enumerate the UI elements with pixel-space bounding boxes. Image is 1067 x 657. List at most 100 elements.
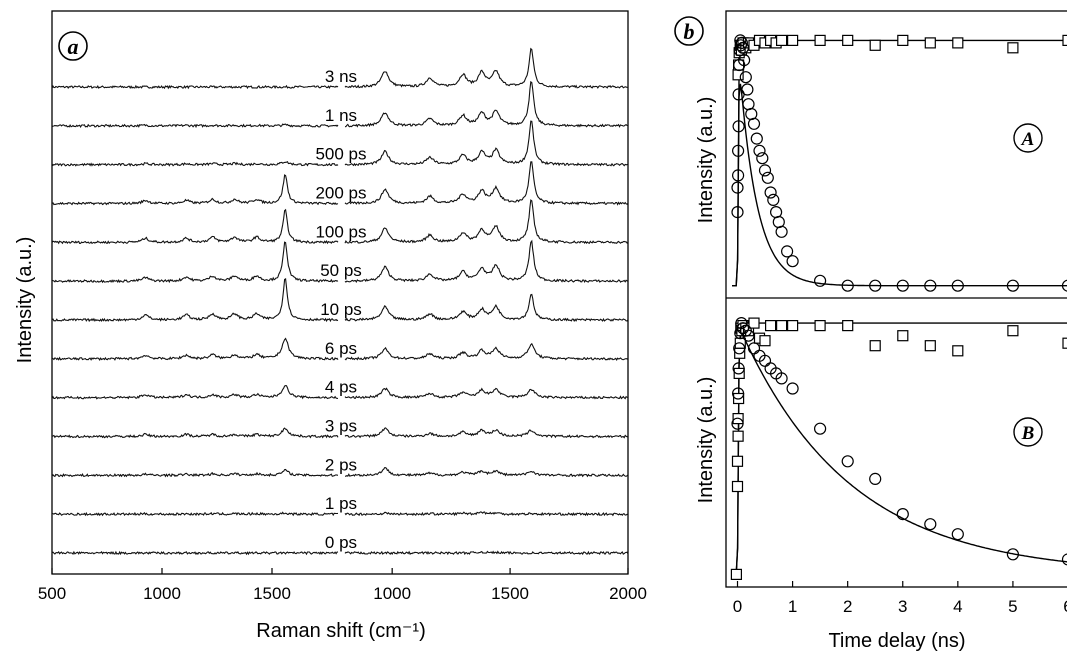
circle-point-A-11	[736, 41, 750, 54]
b-x-tick-label-0: 0	[733, 597, 742, 616]
panel-b-frame	[725, 10, 1067, 588]
panel-a-letter-badge: a	[58, 31, 88, 61]
circle-point-A-8	[734, 34, 747, 47]
series-label-5: 50 ps	[320, 261, 362, 280]
square-point-B-23	[897, 330, 909, 342]
panel-a-y-axis-label: Intensity (a.u.)	[14, 237, 36, 364]
series-label-10: 2 ps	[325, 455, 357, 474]
series-label-11: 1 ps	[325, 494, 357, 513]
spectrum-right-1	[344, 80, 629, 128]
circle-point-A-17	[747, 117, 761, 130]
spectrum-left-2	[51, 160, 339, 167]
b-x-tick-label-4: 4	[953, 597, 962, 616]
circle-point-B-9	[747, 342, 761, 355]
b-x-tick-label-5: 5	[1008, 597, 1017, 616]
spectrum-right-2	[344, 120, 628, 167]
spectrum-right-12	[344, 550, 629, 556]
circle-point-B-21	[951, 528, 964, 541]
circle-point-A-31	[841, 279, 854, 292]
circle-point-A-2	[731, 169, 745, 182]
square-point-A-14	[786, 34, 799, 47]
circle-point-B-0	[731, 417, 744, 430]
panel-b-subpanel-a-y-label: Intensity (a.u.)	[695, 97, 717, 224]
spectrum-right-6	[344, 293, 629, 322]
spectrum-right-0	[344, 47, 629, 89]
panel-b-x-axis-label: Time delay (ns)	[828, 630, 965, 652]
square-point-B-22	[869, 340, 881, 352]
spectrum-right-7	[344, 342, 629, 361]
subpanel-b-badge: B	[1013, 417, 1043, 447]
square-point-B-2	[731, 455, 744, 467]
spectrum-left-8	[51, 385, 339, 400]
square-point-B-18	[775, 320, 788, 332]
square-point-A-18	[897, 34, 909, 47]
square-point-B-0	[730, 568, 743, 581]
circle-point-A-24	[767, 193, 780, 206]
panel-a-x-axis-label: Raman shift (cm⁻¹)	[256, 620, 425, 642]
a-x-tick-label-left-1000: 1000	[143, 584, 181, 603]
a-x-tick-label-right-1000: 1000	[373, 584, 411, 603]
circle-point-B-23	[1061, 553, 1067, 566]
circle-point-A-35	[951, 279, 964, 292]
square-point-B-21	[842, 320, 854, 332]
fit-circles-A	[732, 83, 1067, 287]
subpanel-a-label: A	[1021, 129, 1035, 150]
series-label-3: 200 ps	[315, 184, 366, 203]
series-label-1: 1 ns	[325, 106, 357, 125]
panel-a-traces	[51, 47, 629, 556]
square-point-B-25	[952, 345, 964, 357]
fit-squares-B	[732, 322, 1067, 576]
circle-point-B-18	[869, 472, 882, 485]
circle-point-A-3	[731, 144, 745, 157]
b-x-tick-label-3: 3	[898, 597, 907, 616]
spectrum-right-8	[344, 387, 629, 400]
square-point-A-19	[924, 37, 936, 49]
circle-point-A-1	[731, 181, 744, 194]
square-point-B-27	[1062, 337, 1067, 349]
spectrum-left-0	[51, 84, 339, 90]
panel-a-letter: a	[68, 34, 79, 59]
circle-point-A-21	[758, 164, 772, 177]
spectrum-left-1	[51, 123, 339, 129]
square-point-A-16	[842, 34, 854, 47]
b-x-tick-label-6: 6	[1063, 597, 1067, 616]
series-label-9: 3 ps	[325, 417, 357, 436]
a-x-tick-label-right-1500: 1500	[491, 584, 529, 603]
square-point-A-20	[952, 37, 964, 49]
circle-point-B-16	[813, 422, 827, 435]
square-point-A-13	[775, 34, 788, 47]
circle-point-A-28	[780, 245, 794, 258]
spectrum-left-11	[51, 511, 339, 517]
circle-point-A-18	[750, 132, 763, 145]
square-point-A-15	[814, 34, 826, 47]
spectrum-right-10	[345, 467, 629, 478]
series-label-7: 6 ps	[325, 339, 357, 358]
fit-circles-B	[732, 332, 1067, 576]
spectrum-left-9	[51, 427, 339, 439]
circle-point-B-14	[775, 372, 788, 385]
subpanel-a-badge: A	[1013, 123, 1043, 153]
square-point-B-17	[764, 320, 777, 332]
panel-a: a 3 ns 1 ns 500 ps 200 ps 100 ps 50 ps 10 ps 6 …	[14, 10, 647, 642]
circle-point-B-22	[1006, 548, 1020, 561]
b-x-tick-label-2: 2	[843, 597, 852, 616]
square-point-B-19	[786, 320, 799, 332]
panel-b-x-axis: 0 1 2 3 4 5 6	[733, 581, 1067, 616]
panel-b-plot-area	[730, 34, 1067, 581]
circle-point-A-36	[1006, 279, 1020, 292]
series-label-0: 3 ns	[325, 67, 357, 86]
a-x-tick-label-left-1500: 1500	[253, 584, 291, 603]
spectrum-left-12	[51, 550, 339, 556]
a-x-tick-label-right-2000: 2000	[609, 584, 647, 603]
circle-point-A-27	[775, 225, 788, 238]
panel-b-letter-badge: b	[674, 16, 704, 46]
circle-point-A-14	[741, 83, 754, 96]
circle-point-A-0	[731, 206, 744, 219]
spectrum-right-11	[344, 511, 629, 517]
spectrum-left-7	[51, 337, 339, 361]
circle-point-A-23	[764, 186, 777, 199]
circle-point-A-22	[761, 171, 774, 184]
circle-point-B-8	[742, 329, 755, 342]
circle-point-A-19	[753, 144, 766, 157]
panel-a-series-labels: 3 ns 1 ns 500 ps 200 ps 100 ps 50 ps 10 ps 6 ps…	[315, 67, 366, 552]
